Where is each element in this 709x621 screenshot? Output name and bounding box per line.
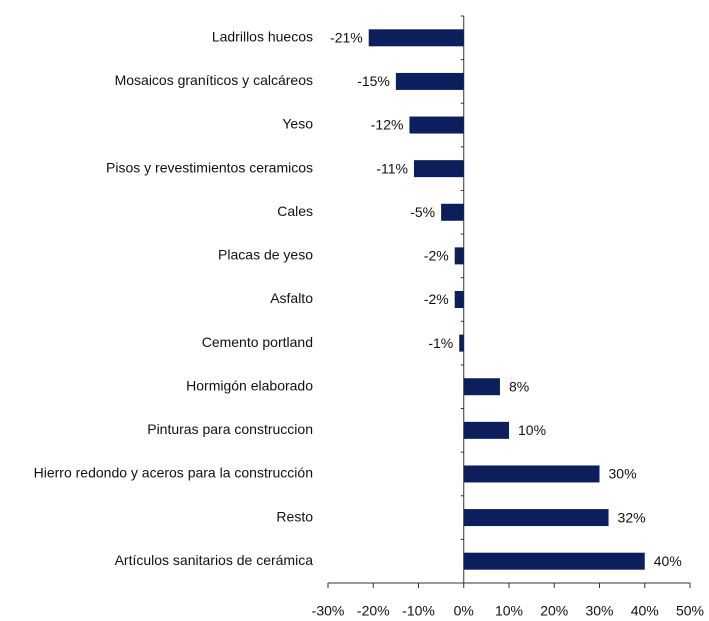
value-label: -2% [424,291,449,307]
value-label: 40% [654,553,682,569]
y-tick-label: Mosaicos graníticos y calcáreos [115,72,313,88]
y-tick-label: Artículos sanitarios de cerámica [115,552,314,568]
bar [463,421,509,439]
y-tick-label: Ladrillos huecos [212,29,313,45]
bar [454,247,464,265]
value-label: -15% [357,73,390,89]
bar [459,334,464,352]
x-tick-label: -10% [402,603,435,619]
bar [463,378,500,396]
value-label: 30% [609,466,637,482]
value-label: 10% [518,422,546,438]
x-tick-label: 0% [454,603,474,619]
y-tick-label: Pinturas para construccion [147,421,313,437]
x-tick-label: 40% [631,603,659,619]
y-tick-label: Pisos y revestimientos ceramicos [106,159,313,175]
y-tick-label: Yeso [282,116,313,132]
y-tick-label: Cales [277,203,313,219]
value-label: -21% [330,30,363,46]
y-tick-label: Resto [276,508,313,524]
value-label: 8% [509,378,529,394]
x-tick-label: 20% [540,603,568,619]
value-label: -1% [428,335,453,351]
x-tick-label: 50% [676,603,704,619]
bar [463,509,609,527]
x-tick-label: -30% [312,603,345,619]
y-tick-label: Hierro redondo y aceros para la construc… [34,465,313,481]
bar [395,72,464,90]
bar [463,465,600,483]
bar [454,291,464,308]
bar [409,116,464,134]
y-tick-label: Hormigón elaborado [186,377,313,393]
value-label: -5% [410,204,435,220]
value-label: -2% [424,248,449,264]
bar [441,203,464,221]
y-tick-label: Asfalto [270,290,313,306]
y-tick-label: Cemento portland [202,334,313,350]
bar [368,29,464,47]
x-tick-label: 10% [495,603,523,619]
x-tick-label: -20% [357,603,390,619]
value-label: -12% [371,117,404,133]
bar [463,552,645,570]
value-label: 32% [618,509,646,525]
x-tick-label: 30% [585,603,613,619]
value-label: -11% [376,160,408,176]
bar [413,160,464,178]
y-tick-label: Placas de yeso [218,247,313,263]
